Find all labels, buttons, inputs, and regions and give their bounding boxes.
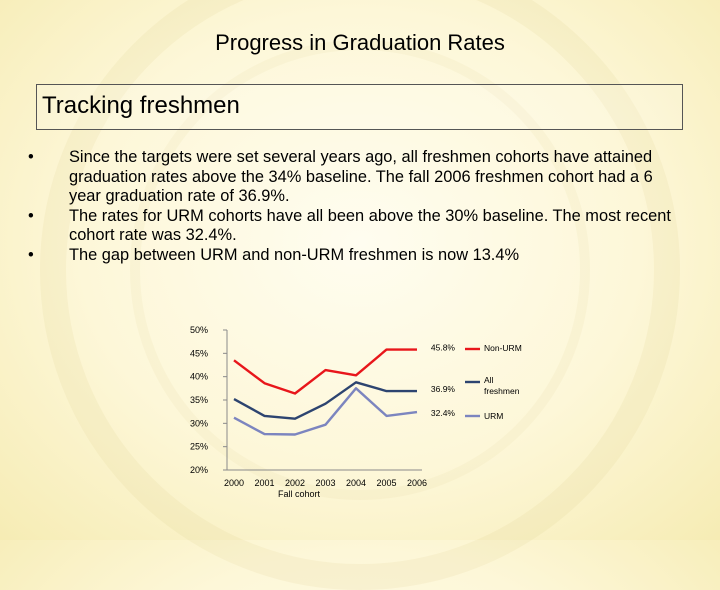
subtitle-text: Tracking freshmen — [42, 92, 240, 119]
x-category-label: 2000 — [224, 478, 244, 488]
series-end-label: 32.4% — [431, 408, 456, 418]
legend-label: URM — [484, 411, 503, 421]
y-tick-label: 25% — [190, 442, 208, 452]
subtitle-box: Tracking freshmen — [36, 84, 683, 130]
x-category-label: 2005 — [376, 478, 396, 488]
x-category-label: 2002 — [285, 478, 305, 488]
x-category-label: 2004 — [346, 478, 366, 488]
bullet-item: • The rates for URM cohorts have all bee… — [26, 207, 686, 246]
y-tick-label: 35% — [190, 395, 208, 405]
series-line-non-urm — [233, 348, 417, 395]
background-seal-inner-ring — [130, 40, 590, 500]
x-category-label: 2001 — [254, 478, 274, 488]
series-end-label: 45.8% — [431, 343, 456, 353]
y-tick-label: 50% — [190, 325, 208, 335]
legend-label: All freshmen — [484, 375, 520, 396]
y-tick-label: 45% — [190, 348, 208, 358]
series-end-label: 36.9% — [431, 384, 456, 394]
y-tick-label: 30% — [190, 418, 208, 428]
bullet-item: • The gap between URM and non-URM freshm… — [26, 246, 686, 266]
bullet-item: • Since the targets were set several yea… — [26, 148, 686, 207]
series-line-all-freshmen — [233, 381, 417, 420]
y-tick-label: 20% — [190, 465, 208, 475]
bullet-text: Since the targets were set several years… — [69, 148, 653, 206]
graduation-rate-line-chart: 20% 25% 30% 35% 40% 45% 50% 2000 2001 2002 2003 200… — [190, 325, 522, 499]
x-axis-title: Fall cohort — [278, 489, 321, 499]
bullet-list: • Since the targets were set several yea… — [26, 148, 686, 266]
series-line-urm — [233, 387, 418, 436]
legend-label: Non-URM — [484, 343, 522, 353]
x-category-label: 2003 — [315, 478, 335, 488]
x-category-label: 2006 — [407, 478, 427, 488]
slide-title: Progress in Graduation Rates — [215, 30, 505, 55]
legend-label-part: All — [484, 375, 494, 385]
y-tick-label: 40% — [190, 372, 208, 382]
bullet-marker: • — [28, 206, 34, 225]
legend-label-part: freshmen — [484, 386, 520, 396]
bullet-text: The rates for URM cohorts have all been … — [69, 206, 671, 245]
bullet-marker: • — [28, 148, 34, 166]
bullet-marker: • — [28, 245, 34, 264]
bullet-text: The gap between URM and non-URM freshmen… — [69, 245, 520, 264]
